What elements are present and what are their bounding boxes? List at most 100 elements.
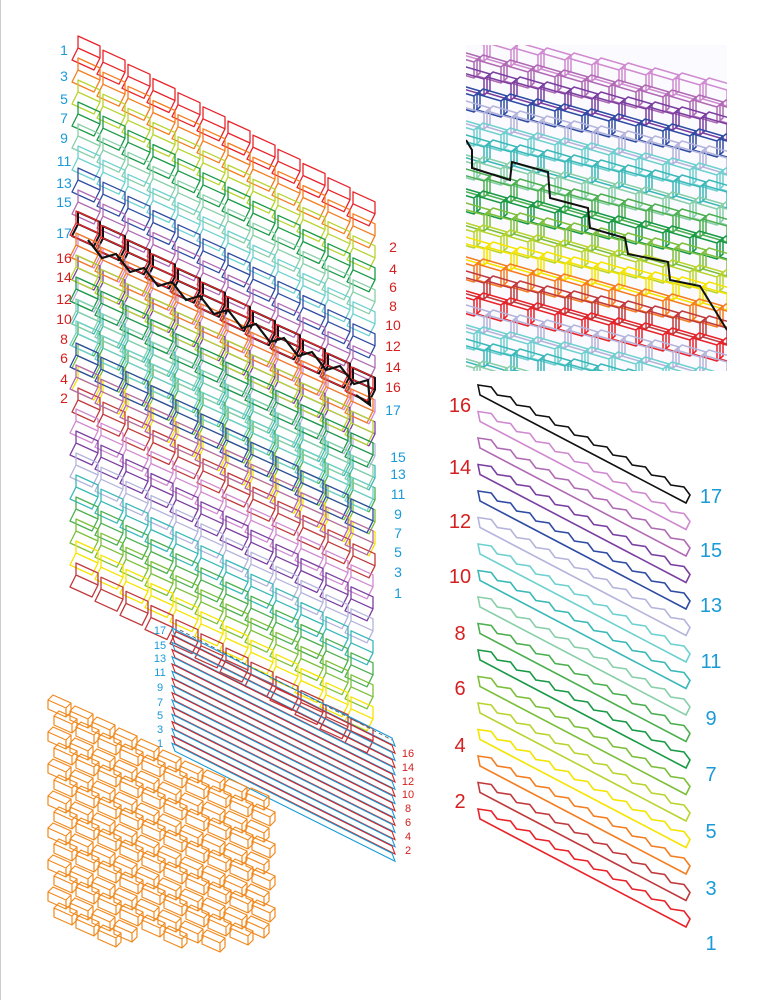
brick-15 <box>119 392 149 428</box>
orange-brick <box>163 829 188 853</box>
brick-15 <box>69 364 99 400</box>
brick-11 <box>69 320 99 356</box>
sheet-label-left-11: 11 <box>154 667 165 679</box>
orange-brick <box>97 924 122 948</box>
orange-brick <box>75 913 100 937</box>
orange-brick <box>69 737 94 761</box>
orange-brick <box>135 738 160 762</box>
orange-brick <box>97 764 122 788</box>
strip-label-left-6: 6 <box>454 678 465 700</box>
label-right-top-17: 17 <box>385 402 401 418</box>
sheet-14 <box>170 648 397 769</box>
orange-brick <box>245 787 270 811</box>
brick-2 <box>294 689 324 726</box>
label-right-top-16: 16 <box>385 379 401 395</box>
orange-brick <box>251 867 276 891</box>
label-left-8: 8 <box>60 331 68 347</box>
strip-1 <box>476 808 691 929</box>
closeup-brick-11 <box>693 366 716 371</box>
brick-15 <box>269 477 299 513</box>
brick-11 <box>71 145 101 181</box>
orange-brick <box>141 754 166 778</box>
sheet-label-right-10: 10 <box>402 789 414 801</box>
orange-brick <box>91 780 116 804</box>
sheet-label-right-16: 16 <box>402 748 414 760</box>
sheet-12 <box>170 662 397 784</box>
orange-brick <box>113 759 138 783</box>
orange-brick <box>75 817 100 841</box>
strip-13 <box>476 490 691 611</box>
label-left-10: 10 <box>56 311 72 327</box>
strip-label-left-2: 2 <box>454 791 465 813</box>
label-left-15: 15 <box>56 194 72 210</box>
sheet-4 <box>170 720 397 841</box>
strip-14 <box>476 463 691 584</box>
strip-label-right-11: 11 <box>701 651 722 673</box>
orange-brick <box>245 915 270 939</box>
brick-12 <box>69 452 99 488</box>
orange-brick <box>201 929 226 953</box>
sheet-label-left-5: 5 <box>157 710 163 722</box>
orange-brick <box>53 902 78 926</box>
sheet-2 <box>170 734 397 856</box>
orange-brick <box>157 877 182 901</box>
label-left-17: 17 <box>56 225 72 241</box>
brick-15 <box>144 406 174 443</box>
strip-8 <box>476 622 691 743</box>
orange-brick <box>119 839 144 863</box>
orange-brick <box>141 914 166 938</box>
orange-brick <box>119 903 144 927</box>
sheet-16 <box>170 634 397 755</box>
orange-brick <box>163 797 188 821</box>
label-right-bottom-3: 3 <box>394 564 402 580</box>
orange-brick <box>113 887 138 911</box>
strip-16 <box>476 410 691 531</box>
sheet-5 <box>170 713 397 834</box>
closeup-brick-6 <box>702 247 727 277</box>
orange-brick <box>97 828 122 852</box>
label-left-12: 12 <box>56 291 72 307</box>
sheet-3 <box>170 727 397 848</box>
sheet-label-left-1: 1 <box>157 738 163 750</box>
orange-brick <box>91 748 116 772</box>
label-right-bottom-5: 5 <box>394 544 402 560</box>
sheet-1 <box>170 742 397 863</box>
orange-brick <box>69 897 94 921</box>
brick-13 <box>71 167 101 203</box>
orange-brick <box>53 838 78 862</box>
orange-brick <box>251 835 276 859</box>
sheet-10 <box>170 677 397 798</box>
orange-brick <box>69 833 94 857</box>
orange-brick <box>113 727 138 751</box>
panel-e-detail-closeup <box>466 45 727 371</box>
orange-brick <box>113 791 138 815</box>
strip-label-right-3: 3 <box>705 878 716 900</box>
label-left-2: 2 <box>60 390 68 406</box>
brick-7 <box>71 101 101 137</box>
orange-brick <box>141 850 166 874</box>
strip-10 <box>476 569 691 690</box>
sheet-label-left-17: 17 <box>154 625 166 637</box>
label-right-top-12: 12 <box>385 338 401 354</box>
brick-15 <box>219 449 249 485</box>
orange-brick <box>135 834 160 858</box>
strip-4 <box>476 728 691 849</box>
label-right-bottom-9: 9 <box>394 506 402 522</box>
label-right-top-14: 14 <box>385 359 401 375</box>
sheet-label-right-6: 6 <box>405 817 411 829</box>
orange-brick <box>119 743 144 767</box>
sheet-label-left-13: 13 <box>154 653 166 665</box>
sheet-7 <box>170 698 397 820</box>
sheet-17 <box>170 626 397 748</box>
strip-label-right-15: 15 <box>700 540 722 562</box>
strip-label-left-4: 4 <box>454 735 465 757</box>
orange-brick <box>157 909 182 933</box>
sheet-15 <box>170 641 397 762</box>
brick-15 <box>319 506 349 542</box>
orange-brick <box>113 823 138 847</box>
orange-brick <box>91 812 116 836</box>
label-left-7: 7 <box>60 110 68 126</box>
label-right-top-8: 8 <box>389 298 397 314</box>
brick-10 <box>69 474 99 510</box>
orange-brick <box>135 770 160 794</box>
